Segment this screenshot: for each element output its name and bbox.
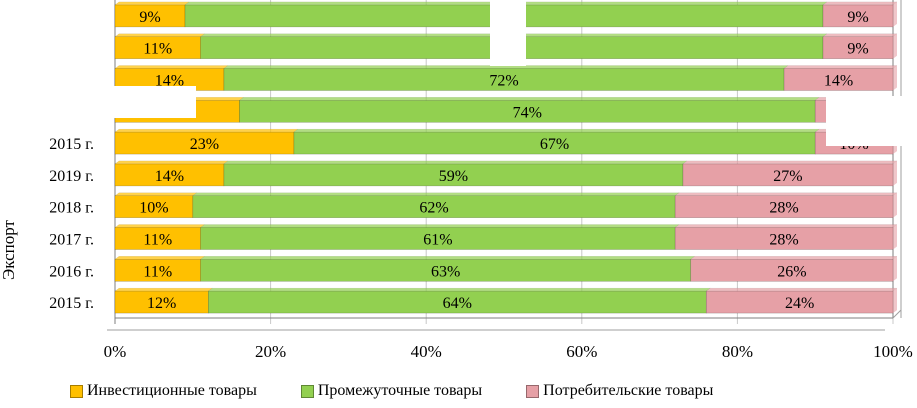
data-label: 11% (143, 232, 172, 249)
bar-segment-top (689, 256, 898, 260)
x-tick-label: 80% (722, 342, 753, 361)
category-label: 2015 г. (49, 295, 94, 312)
data-label: 28% (769, 232, 798, 249)
bar-segment-top (114, 192, 198, 196)
legend-label-consumer: Потребительские товары (543, 382, 714, 399)
data-label: 11% (143, 263, 172, 280)
bar-segment-top (207, 287, 712, 292)
bar-segment-top (293, 128, 820, 133)
bar-end-face (893, 224, 897, 250)
bar-segment-top (114, 287, 214, 292)
data-label: 12% (147, 295, 176, 312)
data-label: 9% (847, 41, 868, 58)
legend-item-investment: Инвестиционные товары (70, 382, 257, 400)
data-label: 27% (773, 168, 802, 185)
bar-segment-top (114, 256, 206, 260)
data-label: 14% (155, 73, 184, 90)
bar-segment-top (114, 1, 190, 6)
data-label: 10% (139, 200, 168, 217)
bar-segment-top (114, 128, 299, 133)
x-tick-label: 20% (255, 342, 286, 361)
category-label: 2015 г. (49, 136, 94, 153)
corner-depth-line (892, 309, 902, 319)
category-label: 2017 г. (49, 232, 94, 249)
data-label: 14% (824, 73, 853, 90)
data-label: 23% (190, 136, 219, 153)
legend-swatch-consumer (526, 384, 540, 398)
bar-segment-top (674, 224, 898, 228)
data-label: 11% (143, 41, 172, 58)
data-label: 9% (847, 9, 868, 26)
bar-segment-top (238, 97, 820, 101)
data-label: 59% (439, 168, 468, 185)
bar-segment-top (192, 192, 680, 196)
bar-segment-top (114, 160, 229, 165)
bar-segment-top (114, 65, 229, 69)
bar-segment-top (674, 192, 898, 196)
bar-end-face (893, 256, 897, 282)
legend-item-consumer: Потребительские товары (526, 382, 713, 400)
bar-end-face (893, 160, 897, 186)
data-label: 14% (155, 168, 184, 185)
bar-segment-top (705, 287, 898, 292)
bar-end-face (893, 65, 897, 91)
x-tick-label: 60% (566, 342, 597, 361)
bar-end-face (893, 288, 897, 314)
category-label: 2019 г. (49, 168, 94, 185)
bar-segment-top (822, 1, 898, 6)
bar-segment-top (783, 65, 898, 69)
bar-end-face (893, 192, 897, 218)
data-label: 74% (513, 104, 542, 121)
data-label: 63% (431, 263, 460, 280)
data-label: 64% (443, 295, 472, 312)
data-label: 9% (139, 9, 160, 26)
chart: 0% 20% 40% 60% 80% 100% 12% 64% 24% 2015 г. 11% 63%… (0, 0, 913, 361)
legend-label-intermediate: Промежуточные товары (317, 382, 483, 399)
bar-segment-top (223, 160, 688, 165)
category-label: 2016 г. (49, 263, 94, 280)
data-label: 26% (777, 263, 806, 280)
legend-label-investment: Инвестиционные товары (87, 382, 257, 399)
bar-segment-top (199, 224, 680, 228)
data-label: 28% (769, 200, 798, 217)
data-label: 24% (785, 295, 814, 312)
bar-segment-top (114, 33, 206, 37)
x-tick-label: 0% (104, 342, 127, 361)
category-label: 2018 г. (49, 200, 94, 217)
data-label: 61% (423, 232, 452, 249)
occluder-right (826, 96, 917, 146)
bar-segment-top (199, 256, 696, 260)
legend-swatch-investment (70, 384, 83, 398)
bar-end-face (893, 33, 897, 59)
data-label: 62% (419, 200, 448, 217)
occluder-top (490, 0, 526, 66)
x-tick-label: 100% (873, 342, 913, 361)
data-label: 67% (540, 136, 569, 153)
y-axis-title: Экспорт (0, 219, 18, 279)
bar-end-face (893, 1, 897, 27)
legend: Инвестиционные товары Промежуточные това… (70, 382, 713, 400)
bar-segment-top (822, 33, 898, 37)
bar-segment-top (114, 224, 206, 228)
bar-segment-top (682, 160, 898, 165)
x-tick-label: 40% (411, 342, 442, 361)
occluder-left (104, 86, 196, 118)
legend-item-intermediate: Промежуточные товары (300, 382, 483, 400)
legend-swatch-intermediate (300, 384, 314, 398)
occluder-left-edge (0, 0, 104, 118)
data-label: 72% (489, 73, 518, 90)
